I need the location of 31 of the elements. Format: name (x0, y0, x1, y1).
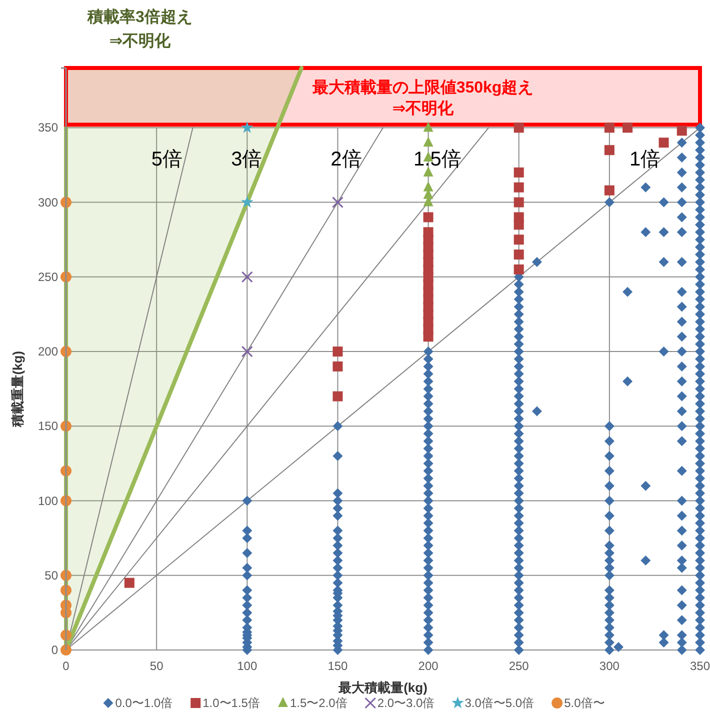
y-axis-title: 積載重量(kg) (10, 350, 25, 428)
legend-label: 0.0〜1.0倍 (115, 696, 173, 710)
y-tick-label: 200 (38, 344, 58, 359)
y-tick-label: 350 (38, 120, 58, 135)
text: 積載率3倍超え ⇒不明化 (86, 7, 192, 50)
x-tick-label: 100 (237, 659, 258, 673)
series-label: 1.5倍 (414, 148, 462, 171)
band-label: 最大積載量の上限値350kg超え ⇒不明化 (311, 78, 534, 118)
y-tick-label: 250 (38, 270, 58, 284)
x-tick-label: 300 (599, 659, 620, 673)
series-label: 1倍 (629, 148, 661, 171)
legend-label: 5.0倍〜 (564, 696, 605, 710)
x-tick-label: 350 (690, 659, 710, 673)
series-label: 5倍 (151, 148, 183, 171)
y-tick-label: 100 (38, 494, 58, 508)
legend-label: 3.0倍〜5.0倍 (464, 696, 534, 710)
y-tick-label: 50 (44, 568, 58, 582)
x-tick-label: 250 (508, 659, 530, 673)
legend-label: 2.0〜3.0倍 (377, 696, 435, 710)
legend-label: 1.0〜1.5倍 (202, 696, 260, 710)
series-label: 2倍 (330, 148, 362, 171)
y-tick-label: 0 (51, 643, 58, 657)
x-tick-label: 50 (150, 659, 164, 673)
x-axis-title: 最大積載量(kg) (338, 680, 428, 695)
x-tick-label: 150 (328, 659, 348, 673)
y-tick-label: 150 (38, 419, 58, 434)
legend-label: 1.5〜2.0倍 (290, 696, 348, 710)
y-tick-label: 300 (38, 195, 58, 210)
series-label: 3倍 (231, 148, 262, 171)
x-tick-label: 200 (418, 659, 439, 673)
x-tick-label: 0 (62, 659, 70, 673)
